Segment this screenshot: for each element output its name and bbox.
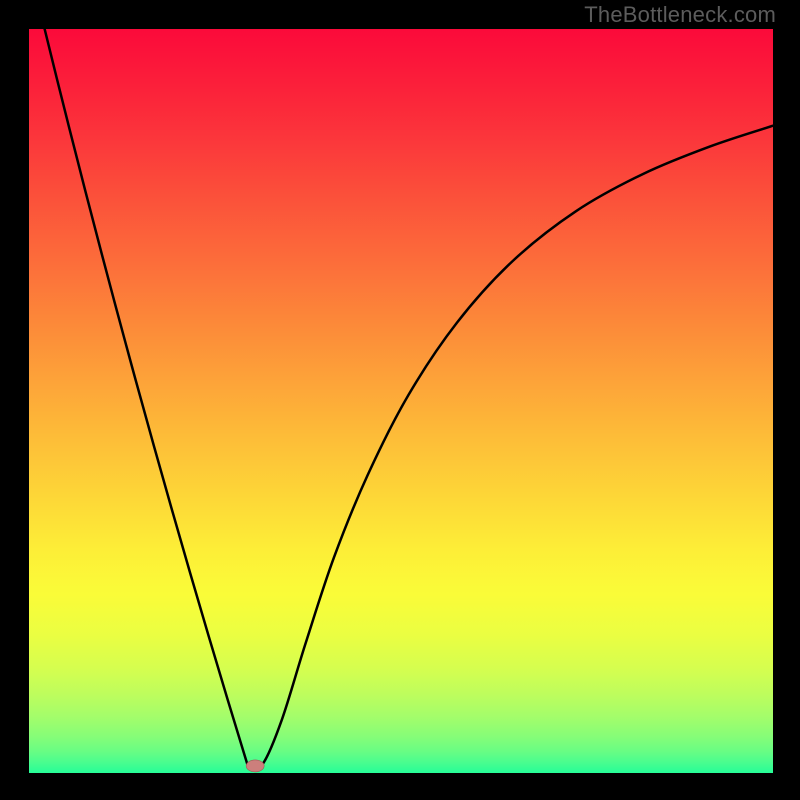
watermark-text: TheBottleneck.com [584,2,776,28]
bottleneck-chart [0,0,800,800]
chart-container: TheBottleneck.com [0,0,800,800]
optimal-point-marker [246,760,264,772]
